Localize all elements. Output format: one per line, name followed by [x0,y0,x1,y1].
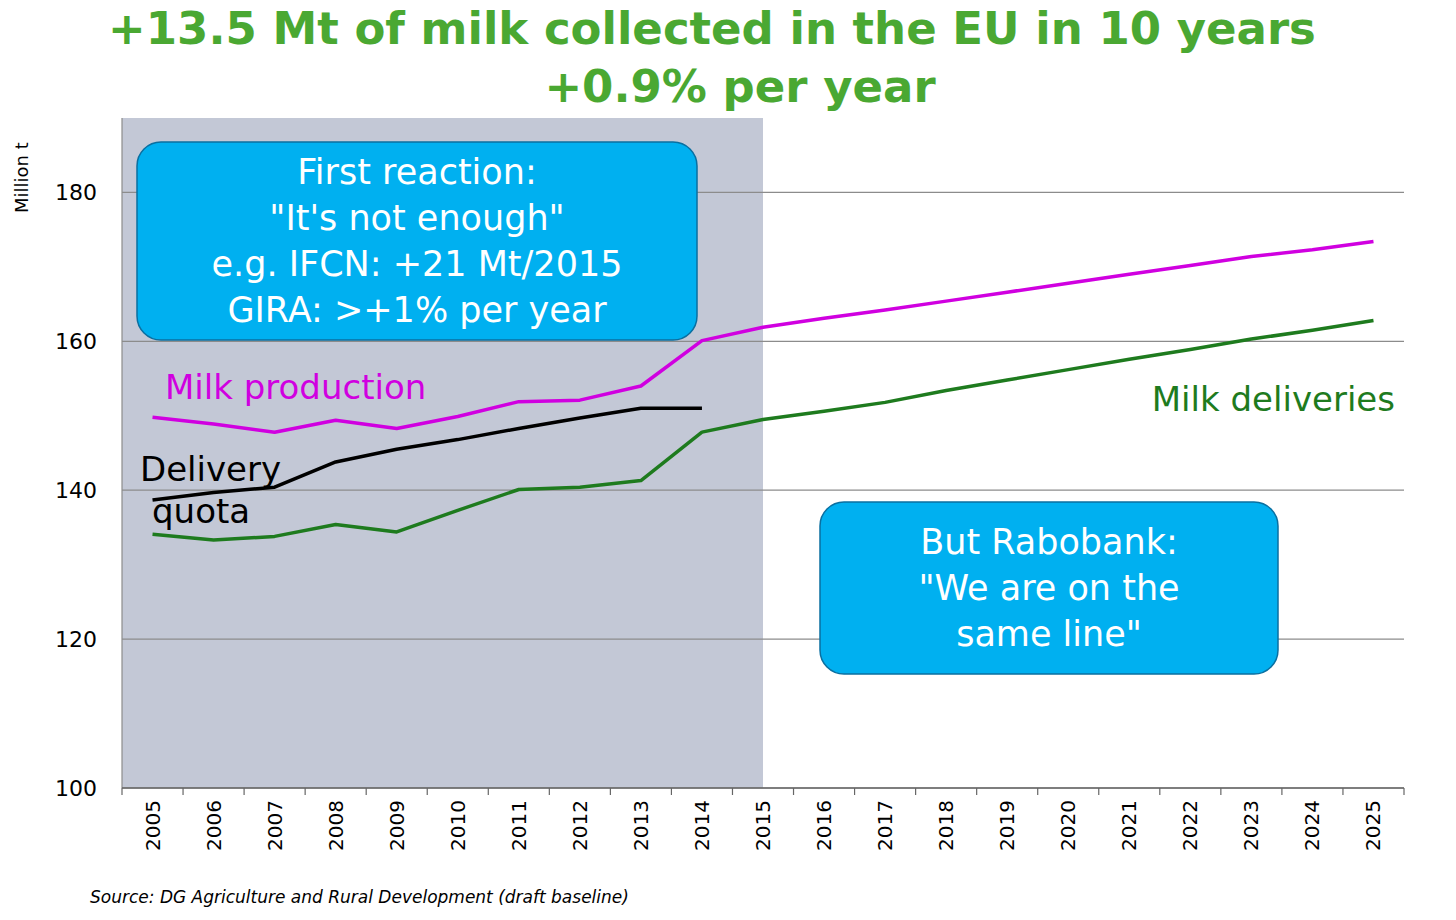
x-tick [366,788,367,795]
x-tick [427,788,428,795]
x-tick [610,788,611,795]
y-tick-label: 120 [55,627,97,652]
x-axis [122,787,1404,789]
x-tick-label: 2005 [141,800,165,851]
annotation-text: But Rabobank: [920,522,1178,562]
x-tick-label: 2020 [1056,800,1080,851]
x-tick [121,788,122,795]
y-tick-label: 180 [55,180,97,205]
x-tick-label: 2021 [1117,800,1141,851]
annotation-box [820,502,1278,674]
x-tick [915,788,916,795]
annotation-text: e.g. IFCN: +21 Mt/2015 [212,244,623,284]
x-tick [305,788,306,795]
x-tick [854,788,855,795]
x-tick-label: 2023 [1239,800,1263,851]
x-tick-label: 2009 [385,800,409,851]
x-tick-label: 2014 [690,800,714,851]
x-tick [1403,788,1404,795]
x-tick [549,788,550,795]
x-tick [1342,788,1343,795]
x-tick [182,788,183,795]
x-tick [1220,788,1221,795]
x-tick-label: 2017 [873,800,897,851]
x-tick-label: 2011 [507,800,531,851]
annotation-text: "We are on the [918,568,1179,608]
annotation-text: same line" [956,614,1142,654]
series-label: Deliveryquota [140,449,281,531]
x-tick-label: 2024 [1300,800,1324,851]
annotation-text: First reaction: [297,152,536,192]
x-tick [1281,788,1282,795]
x-tick [243,788,244,795]
series-label-line: Delivery [140,449,281,489]
x-tick [1159,788,1160,795]
x-tick [488,788,489,795]
y-tick-label: 100 [55,776,97,801]
x-tick-label: 2006 [202,800,226,851]
y-axis [121,118,122,788]
x-tick [671,788,672,795]
x-tick [732,788,733,795]
annotation-text: "It's not enough" [269,198,564,238]
y-tick-label: 160 [55,329,97,354]
source: Source: DG Agriculture and Rural Develop… [90,887,629,907]
x-tick [976,788,977,795]
y-axis-label: Million t [11,142,32,213]
x-tick [1098,788,1099,795]
series-label: Milk production [165,367,426,407]
annotation-text: GIRA: >+1% per year [227,290,607,330]
x-tick-label: 2022 [1178,800,1202,851]
x-tick-label: 2008 [324,800,348,851]
annotation-box [137,142,697,340]
x-tick [793,788,794,795]
subtitle: +0.9% per year [544,60,936,113]
x-tick-label: 2025 [1361,800,1385,851]
grid-line [122,490,1404,491]
x-tick-label: 2007 [263,800,287,851]
x-tick-label: 2013 [629,800,653,851]
chart: 100 120 140 160 180 2005 2006 2007 2008 2009 2010 2… [0,0,1456,920]
grid-line [122,341,1404,342]
shaded-period [122,118,763,788]
x-tick-label: 2018 [934,800,958,851]
title: +13.5 Mt of milk collected in the EU in … [108,2,1316,55]
x-tick-label: 2012 [568,800,592,851]
x-tick [1037,788,1038,795]
x-tick-label: 2019 [995,800,1019,851]
series-label: Milk deliveries [1152,379,1395,419]
y-tick-label: 140 [55,478,97,503]
x-tick-label: 2010 [446,800,470,851]
x-tick-label: 2015 [751,800,775,851]
series-label-line: quota [152,491,250,531]
x-tick-label: 2016 [812,800,836,851]
grid-line [122,787,1404,788]
